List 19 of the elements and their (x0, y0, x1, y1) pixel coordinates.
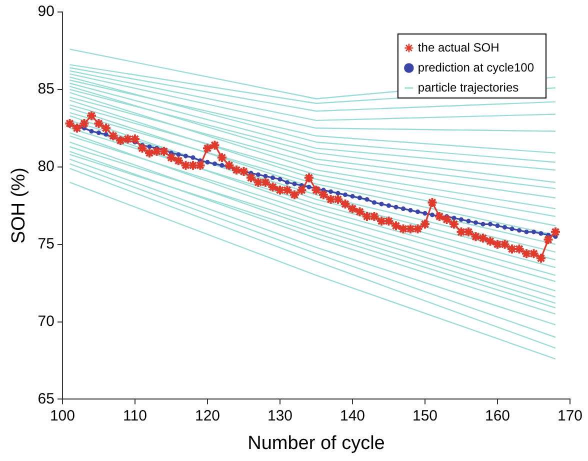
y-tick-label: 85 (38, 80, 54, 98)
x-tick-label: 120 (194, 407, 220, 424)
y-tick-label: 65 (38, 390, 54, 408)
legend-label: the actual SOH (418, 40, 500, 54)
y-tick-label: 80 (38, 158, 54, 176)
x-axis-title: Number of cycle (248, 432, 385, 454)
x-tick-label: 110 (123, 407, 147, 424)
x-tick-label: 130 (267, 407, 293, 424)
x-tick-label: 160 (484, 407, 510, 424)
legend-label: prediction at cycle100 (418, 60, 534, 74)
x-tick-label: 150 (412, 407, 438, 424)
legend-label: particle trajectories (418, 80, 519, 94)
y-tick-label: 70 (38, 312, 54, 330)
x-tick-label: 140 (340, 407, 366, 424)
x-tick-label: 100 (50, 407, 75, 424)
y-tick-label: 90 (38, 3, 54, 20)
y-tick-label: 75 (38, 235, 54, 252)
x-tick-label: 170 (557, 407, 583, 424)
y-axis-title: SOH (%) (8, 168, 30, 244)
